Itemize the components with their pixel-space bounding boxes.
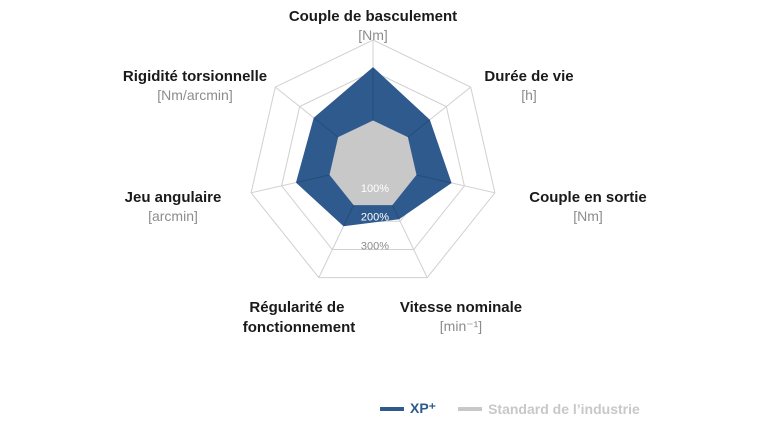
axis-unit-couple-en-sortie: [Nm] <box>573 208 603 224</box>
axis-labels: Couple de basculement [Nm] Durée de vie … <box>123 8 647 336</box>
axis-label-regularite-de-fonctionnement: Régularité de fonctionnement <box>243 299 356 336</box>
axis-unit-rigidite-torsionnelle: [Nm/arcmin] <box>157 87 232 103</box>
axis-label-couple-en-sortie: Couple en sortie <box>529 189 647 206</box>
legend-label-xp: XP⁺ <box>410 400 437 416</box>
grid-ring <box>250 39 496 279</box>
axis-unit-vitesse-nominale: [min⁻¹] <box>440 318 482 334</box>
axis-unit-jeu-angulaire: [arcmin] <box>148 208 198 224</box>
legend-swatch-standard <box>458 406 483 411</box>
axis-unit-couple-de-basculement: [Nm] <box>358 27 388 43</box>
axis-label-duree-de-vie: Durée de vie <box>484 68 573 85</box>
ring-label-300: 300% <box>361 240 389 252</box>
axis-unit-duree-de-vie: [h] <box>521 87 537 103</box>
axis-label-couple-de-basculement: Couple de basculement <box>289 8 457 25</box>
axis-label-vitesse-nominale: Vitesse nominale <box>400 299 522 316</box>
series-standard-area <box>329 120 417 206</box>
chart-legend: XP⁺ Standard de l’industrie <box>380 400 662 417</box>
axis-label-jeu-angulaire: Jeu angulaire <box>125 189 222 206</box>
ring-label-200: 200% <box>361 212 389 224</box>
axis-label-rigidite-torsionnelle: Rigidité torsionnelle <box>123 68 267 85</box>
legend-label-standard: Standard de l’industrie <box>488 400 640 417</box>
legend-item-standard: Standard de l’industrie <box>458 401 640 417</box>
radar-series <box>295 67 452 227</box>
legend-swatch-xp <box>380 406 404 411</box>
grid-ring <box>281 70 465 250</box>
ring-labels: 100% 200% 300% <box>361 183 389 253</box>
legend-item-xp: XP⁺ <box>380 400 436 417</box>
ring-label-100: 100% <box>361 183 389 195</box>
